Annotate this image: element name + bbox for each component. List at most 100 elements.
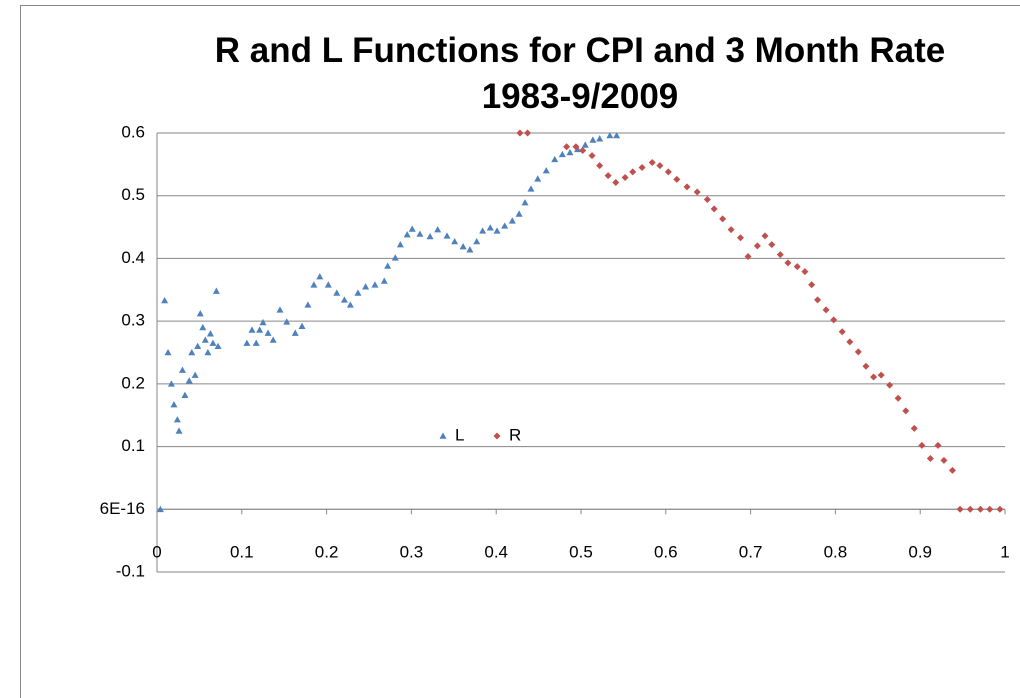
- point: [156, 505, 164, 513]
- x-tick-label: 0.6: [654, 542, 678, 561]
- point: [508, 217, 516, 224]
- point: [719, 215, 727, 223]
- point: [572, 143, 580, 151]
- point: [501, 222, 509, 229]
- point: [589, 136, 597, 143]
- point: [175, 427, 183, 434]
- y-tick-label: 0.6: [121, 122, 145, 141]
- point: [588, 152, 596, 160]
- point: [656, 162, 664, 170]
- point: [212, 287, 220, 294]
- point: [486, 224, 494, 231]
- point: [736, 234, 744, 242]
- point: [408, 225, 416, 232]
- point: [324, 281, 332, 288]
- point: [479, 227, 487, 234]
- point: [886, 381, 894, 389]
- point: [727, 226, 735, 234]
- point: [581, 141, 589, 148]
- point: [316, 273, 324, 280]
- legend-label: R: [509, 425, 521, 444]
- point: [466, 246, 474, 253]
- point: [534, 175, 542, 182]
- point: [693, 188, 701, 196]
- x-tick-label: 0.7: [739, 542, 763, 561]
- y-tick-label: 0.4: [121, 248, 145, 267]
- point: [710, 205, 718, 213]
- point: [986, 505, 994, 513]
- point: [683, 183, 691, 191]
- point: [744, 253, 752, 261]
- point: [256, 326, 264, 333]
- point: [243, 339, 251, 346]
- chart-title: R and L Functions for CPI and 3 Month Ra…: [214, 31, 946, 116]
- point: [521, 199, 529, 206]
- chart-border: [20, 5, 1020, 698]
- point: [194, 342, 202, 350]
- point: [934, 441, 942, 449]
- point: [846, 338, 854, 346]
- point: [613, 132, 621, 139]
- point: [753, 242, 761, 250]
- x-tick-label: 0.2: [315, 542, 339, 561]
- point: [259, 318, 267, 326]
- x-tick-label: 1: [1000, 542, 1009, 561]
- point: [515, 210, 523, 217]
- point: [877, 371, 885, 379]
- point: [403, 231, 411, 238]
- point: [966, 505, 974, 513]
- point: [854, 348, 862, 356]
- point: [178, 366, 186, 373]
- point: [304, 301, 312, 308]
- point: [629, 168, 637, 176]
- x-tick-label: 0.3: [400, 542, 424, 561]
- point: [910, 424, 918, 432]
- point: [380, 277, 388, 284]
- point: [801, 268, 809, 276]
- point: [191, 371, 199, 378]
- point: [362, 283, 370, 290]
- point: [473, 237, 481, 245]
- point: [206, 330, 214, 337]
- point: [648, 158, 656, 166]
- point: [926, 454, 934, 462]
- point: [638, 163, 646, 171]
- point: [283, 318, 291, 325]
- point: [416, 230, 424, 237]
- y-tick-label: 0.1: [121, 436, 145, 455]
- point: [976, 505, 984, 513]
- point: [188, 349, 196, 356]
- point: [181, 391, 189, 398]
- point: [524, 129, 532, 137]
- point: [310, 281, 318, 288]
- point: [371, 281, 379, 288]
- point: [894, 394, 902, 402]
- point: [459, 243, 467, 250]
- point: [451, 237, 459, 245]
- point: [333, 289, 341, 296]
- point: [493, 227, 501, 234]
- point: [170, 401, 178, 408]
- point: [527, 185, 535, 192]
- y-tick-label: 0.5: [121, 185, 145, 204]
- point: [870, 373, 878, 381]
- point: [209, 339, 217, 346]
- point: [354, 289, 362, 296]
- point: [426, 232, 434, 240]
- point: [814, 296, 822, 304]
- point: [298, 322, 306, 329]
- point: [173, 416, 181, 423]
- point: [201, 336, 209, 343]
- y-tick-label: 0.3: [121, 311, 145, 330]
- point: [563, 143, 571, 151]
- point: [566, 148, 574, 156]
- point: [596, 135, 604, 142]
- legend-label: L: [455, 425, 464, 444]
- point: [396, 241, 404, 248]
- point: [269, 336, 277, 343]
- point: [384, 262, 392, 269]
- point: [199, 323, 207, 331]
- point: [784, 259, 792, 267]
